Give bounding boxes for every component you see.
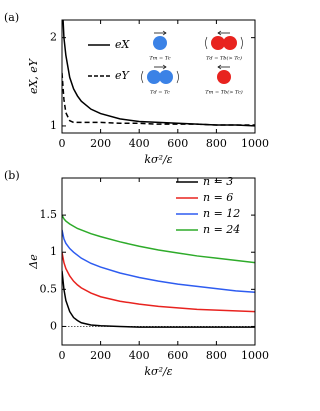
y-tick-label: 2 [50,31,57,44]
x-tick-label: 1000 [241,137,269,150]
y-tick-label: 1 [50,245,57,258]
x-tick-label: 200 [90,137,111,150]
x-tick-label: 800 [206,137,227,150]
series-line [62,252,255,313]
arrow [154,64,167,70]
x-tick-label: 600 [167,349,188,362]
figure: Tm = Tc Td = Tb(> Tc) Td = Tc Tm = Tb(> … [4,11,269,378]
annotation: Td = Tb(> Tc) [206,55,242,62]
y-axis-label: Δe [27,254,40,270]
legend-label: n = 3 [203,175,233,188]
particle [147,70,161,84]
y-tick-label: 1 [50,119,57,132]
legend-label: eX [115,38,131,51]
vibration [141,70,179,84]
arrow [217,30,230,36]
y-tick-label: 1.5 [40,208,58,221]
x-axis-label: kσ²/ε [144,153,172,166]
series-line [62,270,255,328]
y-tick-label: 0.5 [40,282,58,295]
y-axis-label: eX, eY [27,57,40,94]
panel-label: (a) [4,11,19,24]
schematic [141,30,243,84]
x-tick-label: 600 [167,137,188,150]
series-line [62,20,255,127]
series-line [62,229,255,294]
particle [217,70,231,84]
particle [159,70,173,84]
x-tick-label: 0 [59,137,66,150]
plot-frame [61,177,256,346]
annotation: Td = Tc [150,90,170,96]
legend-label: n = 12 [203,207,240,220]
annotation: Tm = Tb(> Tc) [205,89,242,96]
x-tick-label: 800 [206,349,227,362]
x-tick-label: 400 [129,349,150,362]
arrow [154,30,167,36]
particle [153,36,167,50]
vibration [205,36,243,50]
x-tick-label: 0 [59,349,66,362]
particle [211,36,225,50]
series-line [62,72,255,126]
x-tick-label: 400 [129,137,150,150]
y-tick-label: 0 [50,319,57,332]
particle [223,36,237,50]
plot-frame [61,19,256,134]
x-tick-label: 200 [90,349,111,362]
series-line [62,214,255,264]
x-tick-label: 1000 [241,349,269,362]
legend-label: eY [115,69,131,82]
legend-label: n = 6 [203,191,233,204]
legend-label: n = 24 [203,223,240,236]
x-axis-label: kσ²/ε [144,365,172,378]
panel-label: (b) [4,169,20,182]
arrow [217,64,230,70]
annotation: Tm = Tc [149,56,170,62]
